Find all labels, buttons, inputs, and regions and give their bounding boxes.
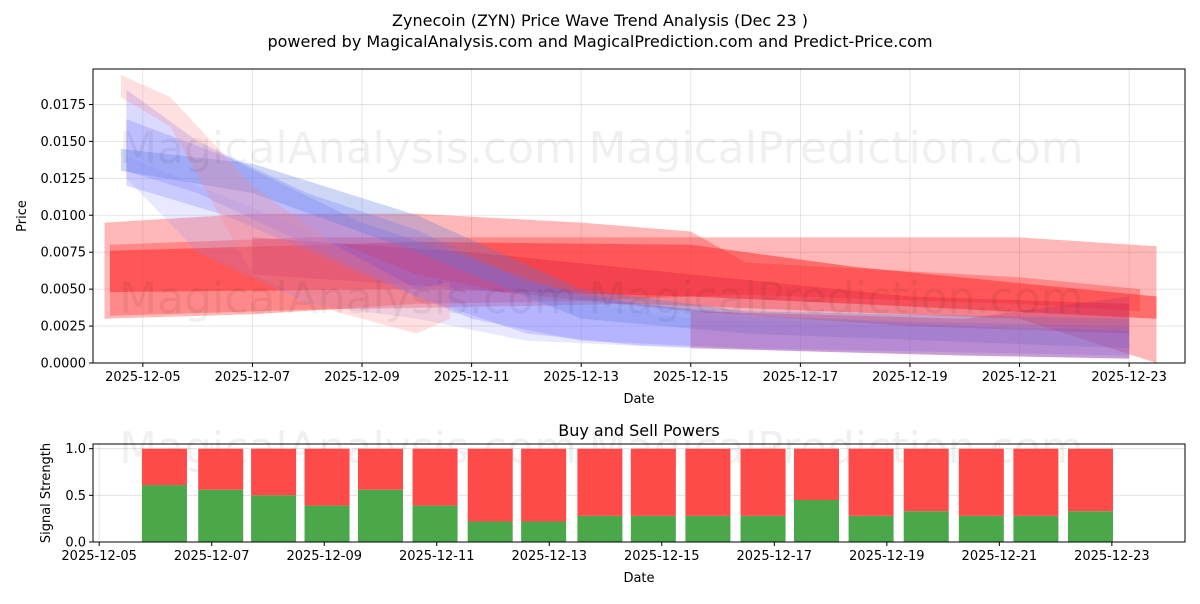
x-tick-label: 2025-12-19 bbox=[872, 370, 948, 385]
sell-bar bbox=[740, 448, 786, 516]
buy-bar bbox=[685, 515, 731, 542]
y-tick-label: 0.0175 bbox=[41, 98, 87, 113]
y-tick-label: 0.0075 bbox=[41, 246, 87, 261]
buy-bar bbox=[412, 505, 458, 542]
buy-bar bbox=[793, 500, 840, 542]
pink-wave-band bbox=[120, 74, 450, 334]
x-axis-label: Date bbox=[623, 571, 654, 586]
purple-wave-band bbox=[690, 296, 1130, 359]
sell-bar bbox=[304, 448, 350, 506]
chart-title: Zynecoin (ZYN) Price Wave Trend Analysis… bbox=[392, 11, 808, 30]
x-tick-label: 2025-12-13 bbox=[511, 549, 587, 564]
watermark-text: MagicalPrediction.com bbox=[589, 123, 1084, 174]
sell-bar bbox=[467, 448, 513, 522]
sell-bar bbox=[521, 448, 567, 522]
x-tick-label: 2025-12-09 bbox=[324, 370, 400, 385]
x-tick-label: 2025-12-05 bbox=[105, 370, 181, 385]
buy-sell-chart: MagicalAnalysis.com MagicalPrediction.com… bbox=[39, 421, 1186, 586]
buy-bar bbox=[141, 485, 187, 542]
y-axis-label: Price bbox=[15, 200, 30, 232]
y-tick-label: 0.0 bbox=[65, 536, 86, 551]
sell-bar bbox=[630, 448, 676, 516]
sell-bar bbox=[903, 448, 949, 512]
y-tick-label: 1.0 bbox=[65, 442, 86, 457]
x-tick-label: 2025-12-17 bbox=[737, 549, 813, 564]
buy-bar bbox=[958, 515, 1004, 542]
y-tick-label: 0.0150 bbox=[41, 135, 87, 150]
sell-bar bbox=[198, 448, 244, 490]
y-tick-label: 0.0000 bbox=[41, 357, 87, 372]
sell-bar bbox=[577, 448, 623, 516]
price-chart: MagicalAnalysis.com MagicalPrediction.com… bbox=[15, 68, 1186, 407]
buy-bar bbox=[903, 511, 949, 542]
wave-bands bbox=[104, 74, 1157, 363]
buy-bar bbox=[198, 489, 244, 542]
x-tick-label: 2025-12-17 bbox=[763, 370, 839, 385]
buy-bar bbox=[1067, 511, 1113, 542]
x-tick-label: 2025-12-19 bbox=[849, 549, 925, 564]
sell-bar bbox=[1067, 448, 1113, 512]
x-tick-label: 2025-12-05 bbox=[61, 549, 137, 564]
sell-bar bbox=[793, 448, 840, 500]
subplot-title: Buy and Sell Powers bbox=[558, 421, 720, 440]
sell-bar bbox=[357, 448, 403, 490]
blue-wave-3-band bbox=[120, 148, 1130, 349]
x-tick-label: 2025-12-11 bbox=[434, 370, 510, 385]
red-wave-3-band bbox=[110, 241, 1157, 319]
x-tick-label: 2025-12-21 bbox=[982, 370, 1058, 385]
buy-bar bbox=[848, 515, 894, 542]
sell-bar bbox=[141, 448, 187, 486]
watermark-text: MagicalPrediction.com bbox=[589, 273, 1084, 324]
buy-bar bbox=[740, 515, 786, 542]
axes-frame bbox=[92, 68, 1186, 364]
sell-bar bbox=[685, 448, 731, 516]
sell-bar bbox=[848, 448, 894, 516]
blue-wave-1-band bbox=[126, 89, 1130, 359]
sell-bar bbox=[958, 448, 1004, 516]
x-tick-label: 2025-12-07 bbox=[215, 370, 291, 385]
watermark-text: MagicalAnalysis.com bbox=[119, 123, 577, 174]
x-tick-label: 2025-12-21 bbox=[962, 549, 1038, 564]
x-tick-label: 2025-12-09 bbox=[286, 549, 362, 564]
y-tick-label: 0.0125 bbox=[41, 172, 87, 187]
x-tick-label: 2025-12-23 bbox=[1091, 370, 1167, 385]
buy-bar bbox=[467, 521, 513, 542]
x-axis-label: Date bbox=[623, 392, 654, 407]
buy-bar bbox=[521, 521, 567, 542]
blue-wave-2-band bbox=[126, 119, 1130, 356]
x-tick-label: 2025-12-11 bbox=[399, 549, 475, 564]
watermark-layer: MagicalAnalysis.com MagicalPrediction.com… bbox=[119, 123, 1083, 324]
x-tick-label: 2025-12-15 bbox=[624, 549, 700, 564]
buy-bar bbox=[577, 515, 623, 542]
buy-bar bbox=[357, 489, 403, 542]
watermark-text: MagicalAnalysis.com bbox=[119, 273, 577, 324]
y-tick-label: 0.0100 bbox=[41, 209, 87, 224]
axes-frame bbox=[92, 443, 1186, 543]
x-tick-label: 2025-12-15 bbox=[653, 370, 729, 385]
sell-bar bbox=[1013, 448, 1059, 516]
x-tick-label: 2025-12-13 bbox=[543, 370, 619, 385]
blue-wave-4-band bbox=[126, 156, 1130, 359]
y-tick-label: 0.0050 bbox=[41, 283, 87, 298]
x-tick-label: 2025-12-07 bbox=[174, 549, 250, 564]
buy-bar bbox=[304, 505, 350, 542]
red-wave-4-band bbox=[252, 237, 1130, 334]
y-tick-label: 0.5 bbox=[65, 489, 86, 504]
sell-bar bbox=[412, 448, 458, 506]
y-tick-label: 0.0025 bbox=[41, 320, 87, 335]
chart-subtitle: powered by MagicalAnalysis.com and Magic… bbox=[267, 32, 932, 51]
sell-bar bbox=[251, 448, 297, 496]
x-tick-label: 2025-12-23 bbox=[1074, 549, 1150, 564]
buy-bar bbox=[630, 515, 676, 542]
buy-bar bbox=[1013, 515, 1059, 542]
y-axis-label: Signal Strength bbox=[39, 443, 54, 543]
buy-bar bbox=[251, 495, 297, 542]
